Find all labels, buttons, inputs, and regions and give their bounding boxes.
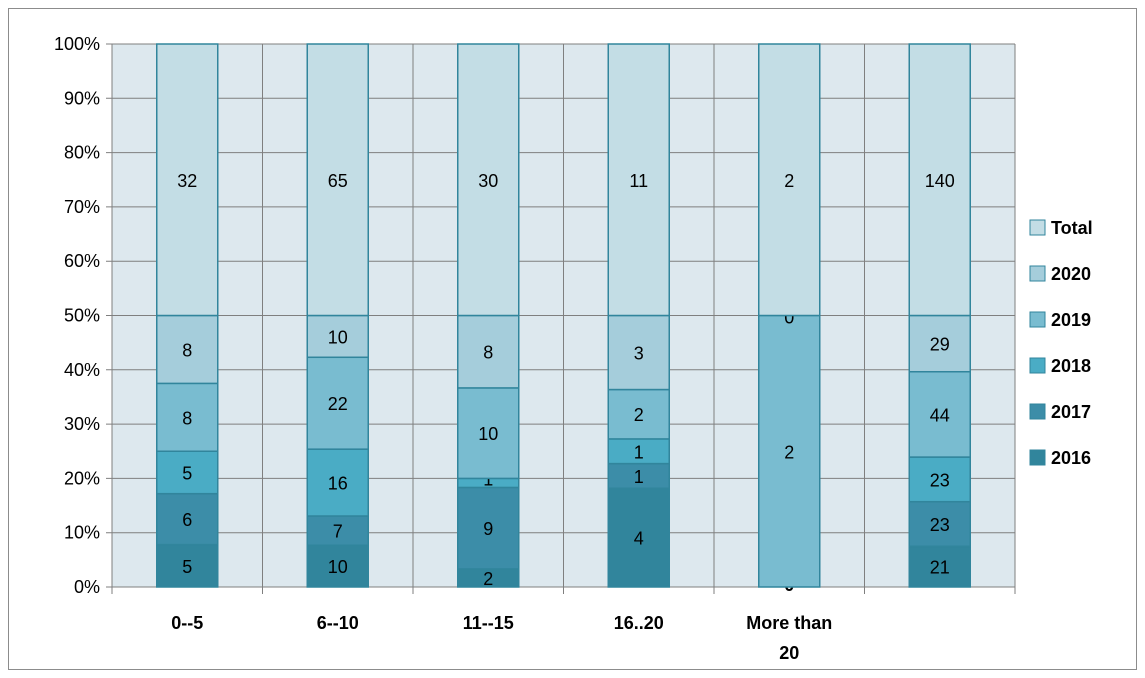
- bar-segment-Total: [306, 43, 369, 317]
- data-label: 29: [930, 335, 950, 355]
- legend-swatch: [1029, 219, 1046, 236]
- x-tick-label: 0--5: [171, 613, 203, 633]
- bar-segment-2019: [156, 382, 219, 452]
- bar-segment-2019: [457, 387, 520, 480]
- data-label: 10: [478, 424, 498, 444]
- data-label: 23: [930, 515, 950, 535]
- y-tick-label: 100%: [54, 34, 100, 54]
- bar-segment-Total: [156, 43, 219, 317]
- data-label: 0: [784, 308, 794, 328]
- data-label: 2: [784, 171, 794, 191]
- bar-segment-2020: [156, 314, 219, 385]
- bar-segment-2017: [457, 486, 520, 570]
- y-tick-label: 50%: [64, 306, 100, 326]
- bar-segment-2017: [156, 492, 219, 546]
- bar-segment-2020: [457, 314, 520, 389]
- data-label: 9: [483, 519, 493, 539]
- legend-swatch: [1029, 403, 1046, 420]
- data-label: 5: [182, 557, 192, 577]
- bar-segment-2016: [156, 543, 219, 588]
- data-label: 6: [182, 510, 192, 530]
- data-label: 10: [328, 327, 348, 347]
- data-label: 30: [478, 171, 498, 191]
- data-label: 8: [182, 408, 192, 428]
- data-label: 65: [328, 171, 348, 191]
- bar-segment-2018: [156, 450, 219, 495]
- legend-label: 2020: [1051, 264, 1091, 284]
- bar-segment-Total: [908, 43, 971, 317]
- y-tick-label: 60%: [64, 251, 100, 271]
- y-tick-label: 0%: [74, 577, 100, 597]
- data-label: 32: [177, 171, 197, 191]
- legend-label: 2018: [1051, 356, 1091, 376]
- data-label: 16: [328, 474, 348, 494]
- bar-segment-2019: [607, 388, 670, 440]
- data-label: 1: [483, 469, 493, 489]
- bar-segment-Total: [758, 43, 821, 317]
- data-label: 44: [930, 405, 950, 425]
- bar-segment-2019: [758, 314, 821, 588]
- y-tick-label: 20%: [64, 468, 100, 488]
- x-tick-label: 16..20: [614, 613, 664, 633]
- legend-label: 2017: [1051, 402, 1091, 422]
- y-tick-label: 40%: [64, 360, 100, 380]
- data-label: 3: [634, 344, 644, 364]
- legend-swatch: [1029, 311, 1046, 328]
- y-tick-label: 10%: [64, 523, 100, 543]
- x-tick-label: 11--15: [463, 613, 514, 633]
- data-label: 2: [634, 405, 644, 425]
- data-label: 2: [784, 442, 794, 462]
- bar-segment-Total: [457, 43, 520, 317]
- data-label: 11: [629, 171, 648, 191]
- data-label: 1: [634, 442, 644, 462]
- data-label: 8: [483, 343, 493, 363]
- legend-swatch: [1029, 265, 1046, 282]
- bar-segment-Total: [607, 43, 670, 317]
- legend-label: Total: [1051, 218, 1093, 238]
- x-tick-label: 20: [779, 643, 799, 663]
- bar-segment-2017: [607, 462, 670, 490]
- x-tick-label: More than: [746, 613, 832, 633]
- y-tick-label: 90%: [64, 88, 100, 108]
- data-label: 140: [925, 171, 955, 191]
- data-label: 2: [483, 569, 493, 589]
- legend-label: 2016: [1051, 448, 1091, 468]
- y-tick-label: 70%: [64, 197, 100, 217]
- bar-segment-2018: [607, 438, 670, 465]
- data-label: 1: [634, 467, 644, 487]
- data-label: 22: [328, 394, 348, 414]
- legend-swatch: [1029, 449, 1046, 466]
- data-label: 10: [328, 557, 348, 577]
- legend-swatch: [1029, 357, 1046, 374]
- data-label: 5: [182, 463, 192, 483]
- bar-segment-2020: [607, 314, 670, 391]
- bar-segment-2018: [306, 448, 369, 517]
- data-label: 8: [182, 340, 192, 360]
- y-tick-label: 30%: [64, 414, 100, 434]
- legend-label: 2019: [1051, 310, 1091, 330]
- bar-segment-2016: [306, 544, 369, 588]
- bar-segment-2019: [908, 370, 971, 458]
- bar-segment-2016: [607, 487, 670, 588]
- bar-segment-2017: [306, 515, 369, 546]
- data-label: 4: [634, 529, 644, 549]
- data-label: 7: [333, 522, 343, 542]
- x-tick-label: 6--10: [317, 613, 359, 633]
- y-tick-label: 80%: [64, 143, 100, 163]
- data-label: 21: [930, 558, 950, 578]
- data-label: 23: [930, 470, 950, 490]
